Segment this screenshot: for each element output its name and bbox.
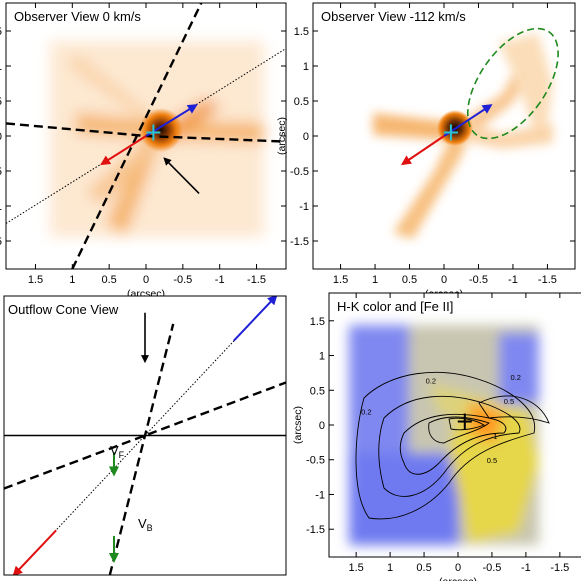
label-vb-sub: B	[147, 523, 153, 533]
x-tick-label: -0.5	[469, 274, 488, 286]
y-tick-label: -1	[299, 201, 309, 213]
blue-arrow	[233, 296, 278, 342]
y-tick-label: 0	[319, 420, 325, 432]
panel-d-title: H-K color and [Fe II]	[337, 299, 453, 314]
black-arrow	[163, 157, 200, 194]
dotted-line	[13, 296, 277, 575]
x-tick-label: 0	[143, 274, 149, 286]
x-tick-label: 0	[441, 274, 447, 286]
y-tick-label: -1.5	[290, 236, 309, 248]
x-tick-label: -1	[215, 274, 225, 286]
contour-label: 0.5	[504, 397, 514, 406]
x-tick-label: -1.5	[550, 562, 569, 574]
x-tick-label: 1	[387, 562, 393, 574]
x-tick-label: 0.5	[402, 274, 417, 286]
y-tick-label: 0.5	[294, 96, 309, 108]
y-tick-label: -0.5	[0, 166, 2, 178]
y-tick-label: 1.5	[294, 26, 309, 38]
x-tick-label: -1	[521, 562, 531, 574]
y-tick-label: 1	[0, 61, 2, 73]
panel-observer-view-112: Observer View -112 km/s 1.5 1 0.5 0 -0.5 -1 -1…	[276, 2, 576, 300]
panel-d-image	[349, 325, 550, 545]
panel-outflow-cone-view: Outflow Cone View VF VB	[3, 295, 287, 576]
panel-b-title: Observer View -112 km/s	[321, 9, 466, 24]
y-tick-label: 1	[319, 351, 325, 363]
contour-label: 0.5	[487, 456, 497, 465]
x-tick-label: -1	[508, 274, 518, 286]
x-tick-label: 1.5	[28, 274, 43, 286]
x-tick-label: -1.5	[538, 274, 557, 286]
x-tick-label: 1.5	[349, 562, 364, 574]
y-tick-label: -1.5	[0, 236, 2, 248]
label-vb: VB	[138, 516, 153, 533]
y-tick-label: 0	[0, 131, 2, 143]
contour-label: 0.2	[426, 376, 436, 385]
x-tick-label: 0.5	[416, 562, 431, 574]
y-tick-label: -0.5	[290, 166, 309, 178]
x-tick-label: 1.5	[333, 274, 348, 286]
y-tick-label: 1.5	[310, 316, 325, 328]
x-tick-label: 1	[69, 274, 75, 286]
label-vf-sub: F	[119, 450, 125, 460]
dashed-ellipse	[466, 27, 559, 140]
x-tick-label: -0.5	[482, 562, 501, 574]
y-tick-label: 1	[303, 61, 309, 73]
y-tick-label: -1.5	[306, 524, 325, 536]
dashed-line	[4, 381, 286, 490]
panel-observer-view-0: Observer View 0 km/s 1.5 1 0.5 0 -0.5 -1 -1.5 1…	[0, 2, 287, 300]
label-vb-main: V	[138, 516, 147, 531]
panel-a-image	[50, 41, 264, 237]
red-arrow	[12, 529, 57, 575]
contour-label: 0.2	[510, 373, 520, 382]
label-vf: VF	[110, 443, 125, 460]
y-tick-label: -1	[0, 201, 2, 213]
contour-label: 0.2	[361, 408, 371, 417]
panel-a-title: Observer View 0 km/s	[14, 9, 141, 24]
y-axis-label: (arcsec)	[292, 406, 304, 444]
red-arrow	[100, 135, 147, 166]
x-tick-label: -1.5	[247, 274, 266, 286]
y-tick-label: 1.5	[0, 26, 2, 38]
y-tick-label: 0	[303, 131, 309, 143]
red-arrow	[400, 135, 445, 166]
x-tick-label: -0.5	[173, 274, 192, 286]
dashed-line	[108, 323, 175, 575]
x-axis-label: (arcsec)	[439, 576, 477, 581]
panel-d-contours	[355, 371, 550, 520]
contour-label: 1	[493, 432, 497, 441]
y-tick-label: -1	[315, 489, 325, 501]
y-tick-label: 0.5	[310, 385, 325, 397]
y-axis-label: (arcsec)	[276, 117, 288, 155]
y-tick-label: 0.5	[0, 96, 2, 108]
x-tick-label: 0	[455, 562, 461, 574]
y-tick-label: -0.5	[306, 455, 325, 467]
panel-hk-color-feii: 0.2 0.2 0.2 0.5 0.5 1 H-K color and [Fe II] 1…	[292, 292, 581, 581]
label-vf-main: V	[110, 443, 119, 458]
x-tick-label: 0.5	[102, 274, 117, 286]
x-tick-label: 1	[372, 274, 378, 286]
panel-c-title: Outflow Cone View	[8, 302, 119, 317]
